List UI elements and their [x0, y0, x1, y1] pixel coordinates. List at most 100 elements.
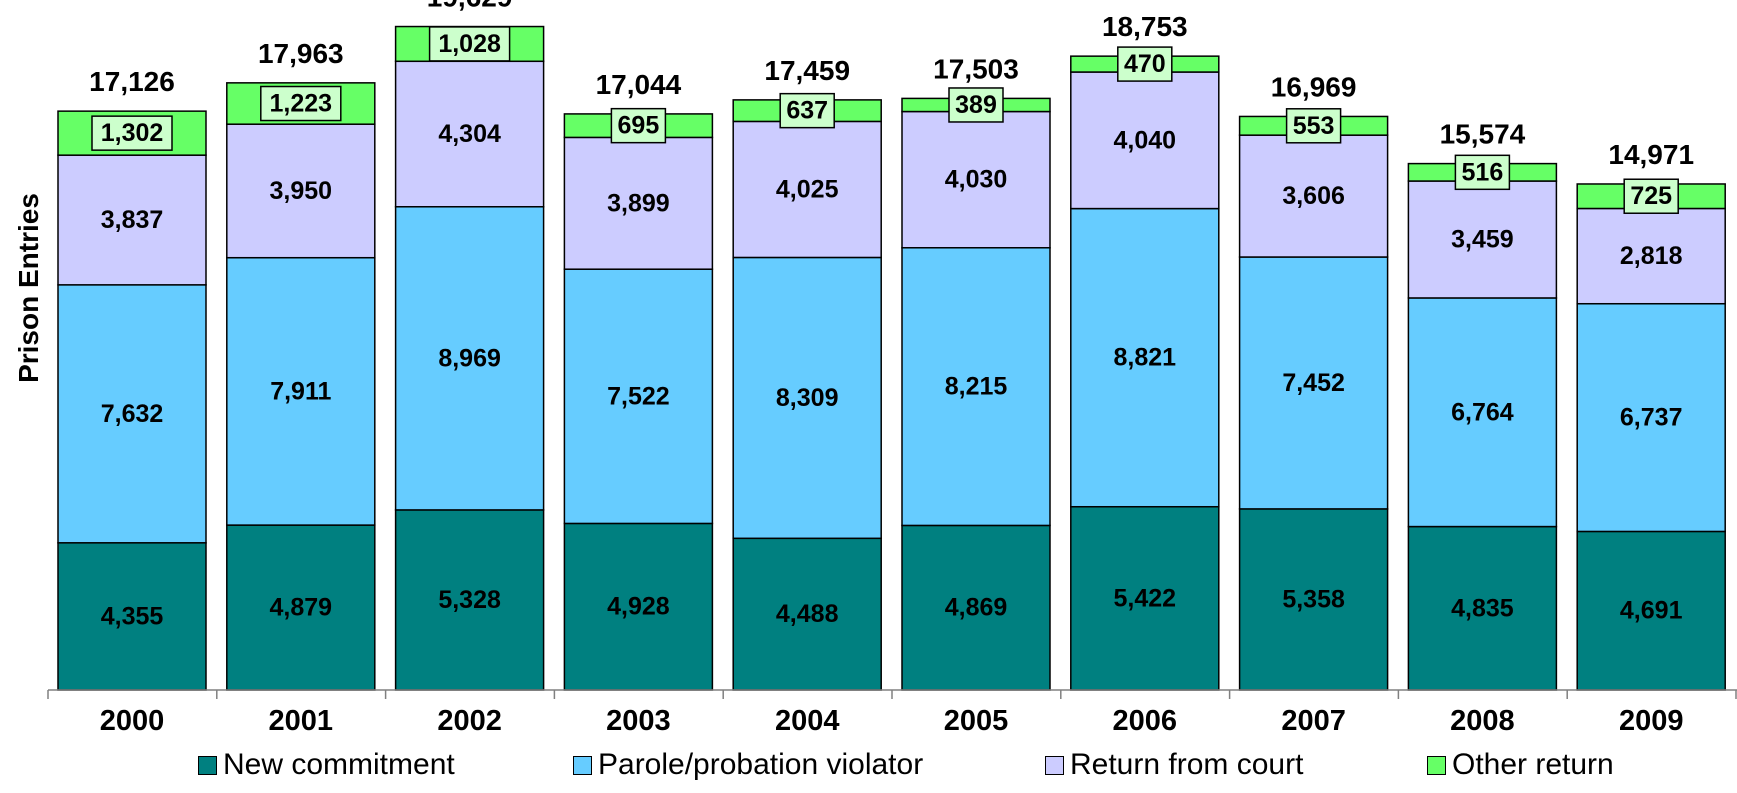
bar-segment-new-commitment-2001: [226, 524, 376, 691]
legend-item-new-commitment: New commitment: [198, 748, 455, 782]
total-label-2008: 15,574: [1440, 119, 1526, 150]
bar-segment-new-commitment-2003: [563, 522, 714, 691]
bar-segment-parole-probation-violator-2007: [1238, 256, 1389, 510]
bar-segment-return-from-court-2002: [394, 60, 545, 208]
data-label-other-return-2000: 1,302: [101, 119, 164, 147]
legend-swatch-new-commitment: [198, 755, 217, 775]
data-label-new-commitment-2008: 4,835: [1451, 594, 1514, 622]
data-label-return-from-court-2002: 4,304: [438, 120, 501, 148]
data-labels-layer: 4,355 7,632 3,837 1,302 17,126 4,879 7,911 3,95…: [89, 0, 1694, 630]
data-label-parole-probation-violator-2009: 6,737: [1620, 404, 1683, 432]
total-label-2007: 16,969: [1271, 71, 1357, 102]
data-label-parole-probation-violator-2000: 7,632: [101, 400, 164, 428]
data-label-new-commitment-2001: 4,879: [270, 594, 333, 622]
bar-segment-parole-probation-violator-2000: [57, 284, 207, 544]
total-label-2000: 17,126: [89, 66, 175, 97]
total-label-2009: 14,971: [1608, 139, 1694, 170]
data-label-return-from-court-2008: 3,459: [1451, 225, 1514, 253]
x-tick-label-2004: 2004: [775, 705, 840, 737]
x-tick-label-2003: 2003: [606, 705, 671, 737]
data-label-parole-probation-violator-2003: 7,522: [607, 382, 670, 410]
x-tick-label-2001: 2001: [269, 705, 334, 737]
data-label-return-from-court-2009: 2,818: [1620, 242, 1683, 270]
bar-segment-parole-probation-violator-2001: [226, 256, 376, 526]
x-tick-label-2007: 2007: [1281, 705, 1346, 737]
bar-segment-return-from-court-2006: [1070, 71, 1220, 210]
data-label-other-return-2007: 553: [1293, 112, 1335, 140]
data-label-return-from-court-2006: 4,040: [1114, 126, 1177, 154]
data-label-box-other-return-2001: [260, 85, 342, 122]
data-label-box-other-return-2009: [1623, 178, 1679, 214]
bar-segment-return-from-court-2003: [563, 136, 714, 270]
legend-item-return-from-court: Return from court: [1045, 748, 1303, 782]
data-label-box-other-return-2008: [1454, 154, 1511, 191]
legend-label: New commitment: [223, 748, 455, 781]
legend-swatch-return-from-court: [1045, 755, 1064, 775]
total-label-2005: 17,503: [933, 53, 1019, 84]
bar-segment-parole-probation-violator-2004: [732, 256, 882, 540]
bars-layer: [57, 25, 1726, 691]
data-label-box-other-return-2003: [610, 107, 667, 144]
stacked-bar-chart: 2000 2001 2002 2003 2004 2005 2006 2007 2008 2009…: [13, 0, 1737, 737]
data-label-new-commitment-2005: 4,869: [945, 594, 1008, 622]
x-tick-label-2002: 2002: [437, 705, 502, 737]
data-label-return-from-court-2004: 4,025: [776, 175, 839, 203]
bar-segment-parole-probation-violator-2009: [1576, 302, 1726, 533]
data-label-new-commitment-2004: 4,488: [776, 600, 839, 628]
data-label-return-from-court-2005: 4,030: [945, 166, 1008, 194]
legend-label: Parole/probation violator: [598, 748, 924, 781]
bar-segment-new-commitment-2006: [1070, 505, 1220, 691]
data-label-other-return-2003: 695: [618, 112, 660, 140]
bar-segment-parole-probation-violator-2005: [901, 247, 1051, 527]
legend-label: Other return: [1452, 748, 1614, 781]
bar-segment-new-commitment-2007: [1238, 508, 1389, 691]
data-label-box-other-return-2004: [779, 92, 835, 129]
data-label-parole-probation-violator-2005: 8,215: [945, 373, 1008, 401]
legend-item-other-return: Other return: [1427, 748, 1614, 782]
legend-label: Return from court: [1070, 748, 1304, 781]
data-label-box-other-return-2005: [948, 87, 1004, 123]
total-label-2006: 18,753: [1102, 11, 1188, 42]
total-label-2001: 17,963: [258, 38, 344, 69]
data-label-box-other-return-2007: [1285, 108, 1342, 144]
data-label-new-commitment-2000: 4,355: [101, 602, 164, 630]
data-label-return-from-court-2003: 3,899: [607, 189, 670, 217]
data-label-other-return-2005: 389: [955, 91, 997, 119]
data-label-new-commitment-2002: 5,328: [438, 586, 501, 614]
x-tick-label-2009: 2009: [1619, 705, 1684, 737]
data-label-parole-probation-violator-2002: 8,969: [438, 344, 501, 372]
bar-segment-return-from-court-2005: [901, 110, 1051, 249]
data-label-return-from-court-2001: 3,950: [270, 177, 333, 205]
x-tick-label-2005: 2005: [944, 705, 1009, 737]
data-label-return-from-court-2000: 3,837: [101, 206, 164, 234]
bar-segment-return-from-court-2008: [1407, 180, 1558, 299]
data-label-return-from-court-2007: 3,606: [1282, 182, 1345, 210]
data-label-parole-probation-violator-2007: 7,452: [1282, 369, 1345, 397]
legend-swatch-parole-probation-violator: [573, 755, 592, 775]
legend-swatch-other-return: [1427, 755, 1446, 775]
bar-segment-parole-probation-violator-2002: [394, 206, 545, 511]
total-label-2004: 17,459: [764, 55, 850, 86]
data-label-parole-probation-violator-2008: 6,764: [1451, 398, 1514, 426]
x-tick-label-2006: 2006: [1113, 705, 1178, 737]
bar-segment-return-from-court-2007: [1238, 134, 1389, 258]
data-label-parole-probation-violator-2006: 8,821: [1114, 344, 1177, 372]
y-axis-label: Prison Entries: [13, 193, 44, 383]
bar-segment-new-commitment-2005: [901, 524, 1051, 691]
x-tick-label-2000: 2000: [100, 705, 165, 737]
data-label-new-commitment-2006: 5,422: [1114, 584, 1177, 612]
bar-segment-new-commitment-2008: [1407, 525, 1558, 691]
legend-item-parole-probation-violator: Parole/probation violator: [573, 748, 923, 782]
data-label-box-other-return-2006: [1117, 46, 1173, 82]
data-label-new-commitment-2003: 4,928: [607, 593, 670, 621]
x-axis: 2000 2001 2002 2003 2004 2005 2006 2007 2008 2009: [47, 689, 1737, 737]
bar-segment-new-commitment-2000: [57, 542, 207, 691]
data-label-new-commitment-2007: 5,358: [1282, 585, 1345, 613]
data-label-other-return-2004: 637: [786, 97, 828, 125]
bar-segment-return-from-court-2004: [732, 120, 882, 259]
data-label-other-return-2008: 516: [1462, 158, 1504, 186]
bar-segment-return-from-court-2009: [1576, 207, 1726, 305]
total-label-2003: 17,044: [596, 69, 682, 100]
data-label-parole-probation-violator-2001: 7,911: [270, 377, 331, 405]
x-tick-label-2008: 2008: [1450, 705, 1515, 737]
